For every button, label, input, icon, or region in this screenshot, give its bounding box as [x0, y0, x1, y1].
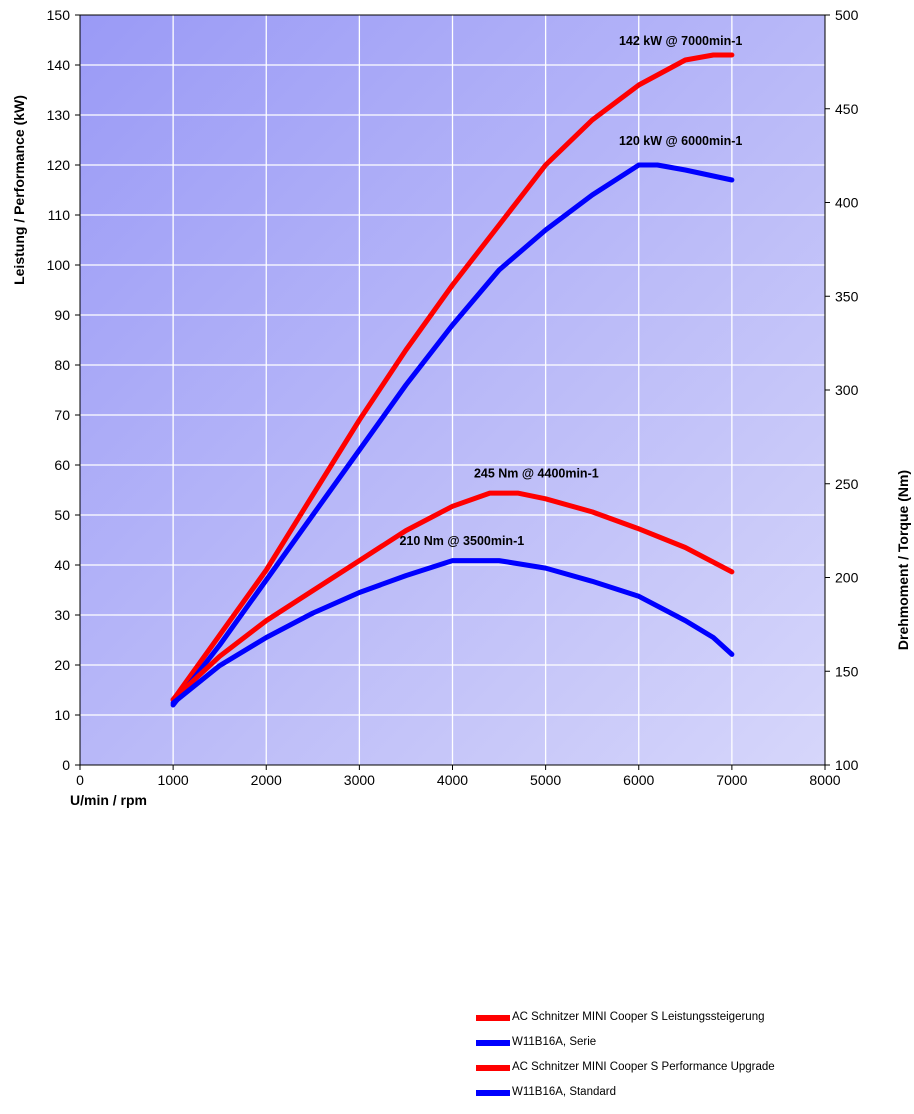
- x-tick-label: 3000: [344, 772, 375, 788]
- annotation-label: 142 kW @ 7000min-1: [619, 34, 742, 48]
- y-left-tick-label: 80: [54, 357, 70, 373]
- y-right-tick-label: 500: [835, 7, 859, 23]
- y-axis-right-label: Drehmoment / Torque (Nm): [895, 470, 911, 650]
- legend-item-4: W11B16A, Standard: [476, 1085, 896, 1110]
- x-tick-label: 5000: [530, 772, 561, 788]
- y-left-tick-label: 70: [54, 407, 70, 423]
- y-left-tick-label: 150: [47, 7, 71, 23]
- y-right-tick-label: 150: [835, 663, 859, 679]
- annotation-label: 120 kW @ 6000min-1: [619, 134, 742, 148]
- y-left-tick-label: 100: [47, 257, 71, 273]
- legend-label: AC Schnitzer MINI Cooper S Performance U…: [512, 1061, 775, 1073]
- legend-label: AC Schnitzer MINI Cooper S Leistungsstei…: [512, 1011, 765, 1023]
- series-line-3: [170, 490, 735, 702]
- legend-item-3: AC Schnitzer MINI Cooper S Performance U…: [476, 1060, 896, 1085]
- series-layer: [170, 52, 735, 708]
- legend-swatch: [476, 1040, 510, 1046]
- series-line-2: [170, 162, 735, 708]
- y-right-tick-label: 350: [835, 288, 859, 304]
- y-right-tick-label: 400: [835, 195, 859, 211]
- legend-item-2: W11B16A, Serie: [476, 1035, 896, 1060]
- x-tick-label: 1000: [158, 772, 189, 788]
- y-left-tick-label: 60: [54, 457, 70, 473]
- legend-swatch: [476, 1065, 510, 1071]
- x-tick-label: 2000: [251, 772, 282, 788]
- series-line-4: [170, 558, 735, 706]
- y-right-tick-label: 250: [835, 476, 859, 492]
- annotation-label: 245 Nm @ 4400min-1: [474, 467, 599, 481]
- axes: [75, 14, 830, 770]
- y-left-tick-label: 90: [54, 307, 70, 323]
- y-right-tick-label: 100: [835, 757, 859, 773]
- x-tick-label: 7000: [716, 772, 747, 788]
- legend: AC Schnitzer MINI Cooper S Leistungsstei…: [476, 1010, 896, 1110]
- legend-item-1: AC Schnitzer MINI Cooper S Leistungsstei…: [476, 1010, 896, 1035]
- legend-swatch: [476, 1090, 510, 1096]
- y-right-tick-label: 450: [835, 101, 859, 117]
- legend-label: W11B16A, Standard: [512, 1086, 616, 1098]
- y-left-tick-label: 10: [54, 707, 70, 723]
- y-axis-left-label: Leistung / Performance (kW): [11, 95, 27, 285]
- y-left-tick-label: 0: [62, 757, 70, 773]
- y-left-tick-label: 140: [47, 57, 71, 73]
- annotation-label: 210 Nm @ 3500min-1: [399, 534, 524, 548]
- y-left-tick-label: 120: [47, 157, 71, 173]
- series-line-1: [170, 52, 735, 703]
- legend-label: W11B16A, Serie: [512, 1036, 597, 1048]
- x-tick-label: 4000: [437, 772, 468, 788]
- y-left-tick-label: 50: [54, 507, 70, 523]
- y-left-tick-label: 20: [54, 657, 70, 673]
- legend-swatch: [476, 1015, 510, 1021]
- x-tick-label: 8000: [809, 772, 840, 788]
- tick-labels: 0 1000 2000 3000 4000 5000 6000 7000 8000 0 10 20 30…: [47, 7, 859, 788]
- y-left-tick-label: 40: [54, 557, 70, 573]
- x-tick-label: 6000: [623, 772, 654, 788]
- x-tick-label: 0: [76, 772, 84, 788]
- x-axis-label: U/min / rpm: [70, 792, 147, 808]
- y-left-tick-label: 30: [54, 607, 70, 623]
- y-left-tick-label: 130: [47, 107, 71, 123]
- y-right-tick-label: 300: [835, 382, 859, 398]
- annotations: 142 kW @ 7000min-1 120 kW @ 6000min-1 245 …: [399, 34, 742, 548]
- y-right-tick-label: 200: [835, 570, 859, 586]
- y-left-tick-label: 110: [48, 207, 71, 223]
